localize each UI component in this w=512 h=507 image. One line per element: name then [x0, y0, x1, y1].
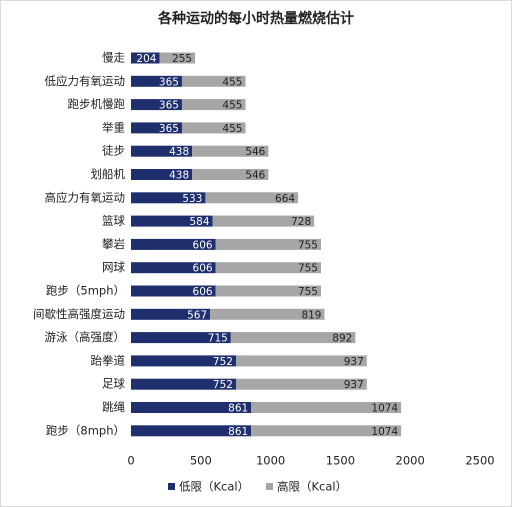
data-label: 438	[169, 170, 189, 182]
x-tick-label: 2500	[465, 454, 494, 468]
data-label: 455	[222, 123, 242, 135]
bar-segment	[215, 262, 321, 274]
data-label: 438	[169, 146, 189, 158]
bar-segment	[205, 192, 299, 204]
bar-segment	[159, 52, 196, 64]
bar-segment	[215, 285, 321, 297]
legend-swatch	[266, 483, 273, 490]
y-tick-label: 攀岩	[102, 237, 125, 251]
data-label: 752	[213, 356, 233, 368]
data-label: 715	[208, 333, 228, 345]
legend-label: 高限（Kcal）	[277, 480, 347, 494]
bar-segment	[131, 378, 236, 390]
bar-segment	[212, 215, 315, 227]
data-label: 1074	[371, 403, 398, 415]
bar-segment	[181, 99, 246, 111]
bar-segment	[251, 425, 402, 437]
bar-segment	[131, 122, 182, 134]
data-label: 861	[228, 426, 248, 438]
y-tick-label: 网球	[102, 260, 125, 274]
bar-segment	[131, 425, 252, 437]
y-tick-label: 跑步（8mph）	[46, 423, 125, 437]
data-label: 455	[222, 76, 242, 88]
bar-segment	[251, 402, 402, 413]
data-label: 365	[159, 76, 179, 88]
bar-segment	[131, 215, 213, 227]
bar-segment	[230, 332, 356, 344]
y-tick-label: 举重	[102, 120, 125, 134]
bar-segment	[131, 402, 252, 413]
data-label: 204	[136, 53, 156, 65]
bar-segment	[131, 285, 216, 297]
data-label: 1074	[371, 426, 398, 438]
y-tick-label: 低应力有氧运动	[45, 74, 126, 88]
data-label: 755	[298, 239, 318, 251]
data-label: 546	[245, 146, 265, 158]
y-tick-label: 游泳（高强度）	[45, 330, 126, 344]
x-tick-label: 1500	[326, 454, 355, 468]
x-tick-label: 0	[127, 454, 134, 468]
data-label: 533	[182, 193, 202, 205]
bar-segment	[235, 355, 367, 367]
data-label: 546	[245, 170, 265, 182]
y-tick-label: 跑步（5mph）	[46, 284, 125, 298]
data-label: 892	[332, 333, 352, 345]
y-tick-label: 划船机	[91, 167, 126, 181]
data-label: 606	[193, 286, 213, 298]
data-label: 584	[189, 216, 209, 228]
data-label: 567	[187, 309, 207, 321]
data-label: 755	[298, 263, 318, 275]
data-label: 606	[193, 239, 213, 251]
chart-title: 各种运动的每小时热量燃烧估计	[157, 10, 354, 27]
data-label: 937	[344, 356, 364, 368]
data-label: 606	[193, 263, 213, 275]
data-label: 664	[275, 193, 295, 205]
bar-segment	[131, 52, 160, 64]
bar-segment	[131, 75, 182, 87]
data-label: 819	[301, 309, 321, 321]
bar-segment	[131, 192, 206, 204]
bar-segment	[131, 238, 216, 250]
data-label: 861	[228, 403, 248, 415]
bar-segment	[192, 169, 269, 180]
bar-segment	[131, 308, 211, 320]
data-label: 755	[298, 286, 318, 298]
data-label: 255	[172, 53, 192, 65]
data-label: 365	[159, 123, 179, 135]
bar-segment	[215, 238, 321, 250]
data-label: 937	[344, 379, 364, 391]
y-tick-label: 间歇性高强度运动	[33, 307, 125, 321]
bar-segment	[131, 262, 216, 274]
y-tick-label: 跳绳	[102, 400, 125, 414]
bar-segment	[181, 75, 246, 87]
x-tick-label: 1000	[256, 454, 285, 468]
bar-segment	[210, 308, 325, 320]
y-tick-label: 篮球	[102, 214, 125, 228]
bar-segment	[181, 122, 246, 134]
data-label: 728	[291, 216, 311, 228]
bar-segment	[131, 332, 231, 344]
bar-segment	[131, 145, 193, 157]
y-tick-label: 徒步	[102, 144, 125, 158]
y-tick-label: 足球	[102, 377, 125, 391]
bar-segment	[235, 378, 367, 390]
data-label: 752	[213, 379, 233, 391]
bar-segment	[131, 99, 182, 111]
y-tick-label: 高应力有氧运动	[45, 190, 126, 204]
bar-segment	[131, 355, 236, 367]
legend-swatch	[168, 483, 175, 490]
data-label: 365	[159, 100, 179, 112]
x-tick-label: 500	[190, 454, 212, 468]
y-tick-label: 跑步机慢跑	[68, 97, 126, 111]
x-tick-label: 2000	[396, 454, 425, 468]
y-tick-label: 跆拳道	[91, 353, 126, 367]
legend-label: 低限（Kcal）	[179, 480, 249, 494]
bar-segment	[131, 169, 193, 180]
y-tick-label: 慢走	[102, 51, 125, 65]
bar-segment	[192, 145, 269, 157]
data-label: 455	[222, 100, 242, 112]
